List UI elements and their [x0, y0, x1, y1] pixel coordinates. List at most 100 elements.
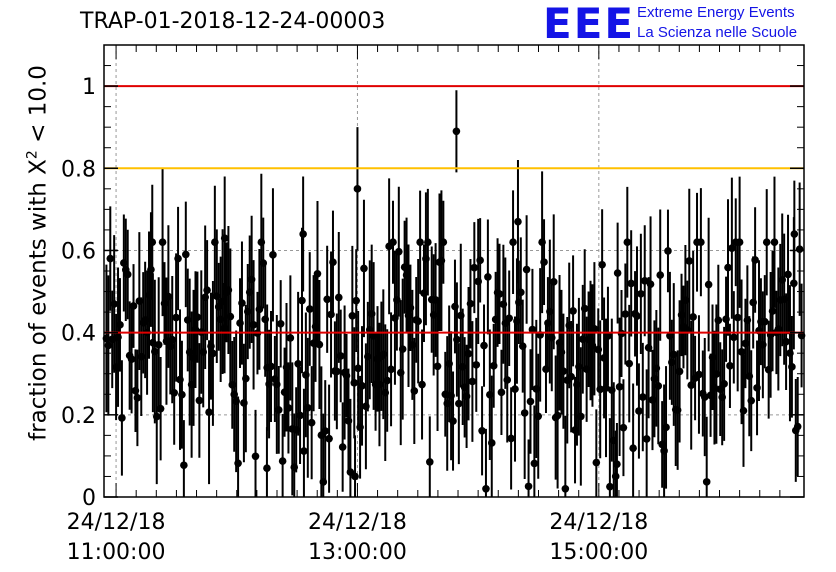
point-marker: [517, 288, 525, 297]
y-tick-label: 0.2: [61, 404, 96, 429]
data-point: [689, 251, 697, 383]
data-point: [619, 379, 628, 477]
data-point: [633, 246, 641, 386]
point-marker: [733, 313, 742, 322]
point-marker: [298, 296, 306, 305]
data-point: [329, 210, 337, 314]
point-marker: [358, 382, 366, 390]
point-marker: [511, 385, 519, 393]
point-marker: [353, 185, 362, 193]
data-point: [298, 227, 306, 374]
point-marker: [315, 340, 324, 349]
data-point: [602, 318, 610, 458]
data-point: [505, 270, 513, 367]
point-marker: [637, 290, 645, 298]
point-marker: [495, 290, 504, 298]
x-tick-time: 13:00:00: [308, 540, 407, 565]
data-point: [304, 337, 312, 478]
data-point: [358, 326, 366, 446]
data-point: [118, 360, 126, 476]
data-point: [325, 384, 333, 493]
data-point: [148, 184, 157, 300]
data-point: [596, 320, 604, 459]
point-marker: [782, 337, 790, 346]
point-marker: [416, 238, 424, 247]
data-point: [739, 354, 748, 467]
x-tick-date: 24/12/18: [67, 510, 166, 535]
point-marker: [449, 417, 457, 425]
data-point: [497, 349, 506, 435]
point-marker: [329, 258, 337, 266]
point-marker: [414, 317, 422, 325]
data-point: [249, 260, 258, 390]
data-point: [267, 310, 275, 422]
data-point: [484, 219, 492, 335]
data-point: [590, 262, 599, 396]
data-point: [534, 353, 543, 479]
point-marker: [154, 341, 163, 349]
point-marker: [720, 380, 728, 388]
point-marker: [784, 270, 792, 279]
data-point: [385, 178, 393, 315]
point-marker: [623, 238, 632, 247]
point-marker: [503, 376, 512, 384]
data-point: [123, 229, 132, 320]
data-point: [580, 249, 589, 368]
data-point: [517, 237, 525, 348]
point-marker: [522, 265, 531, 274]
data-point: [762, 189, 771, 296]
point-marker: [762, 238, 771, 247]
point-marker: [300, 447, 308, 455]
point-marker: [180, 461, 188, 470]
point-marker: [788, 363, 796, 371]
point-marker: [642, 435, 651, 443]
point-marker: [205, 408, 213, 417]
data-point: [174, 206, 182, 311]
data-point: [528, 268, 537, 391]
point-marker: [714, 316, 723, 325]
point-marker: [334, 293, 343, 302]
point-marker: [737, 348, 746, 356]
data-point: [313, 201, 322, 347]
point-marker: [193, 313, 202, 321]
point-marker: [553, 411, 562, 420]
point-marker: [480, 341, 488, 350]
data-point: [410, 337, 419, 444]
data-point: [226, 248, 235, 385]
data-point: [180, 420, 188, 497]
data-point: [453, 282, 461, 397]
point-marker: [389, 238, 397, 247]
point-marker: [704, 280, 713, 289]
data-point: [106, 206, 115, 311]
data-point: [522, 215, 531, 324]
data-point: [321, 380, 330, 482]
point-marker: [472, 361, 481, 369]
data-point: [251, 409, 260, 497]
x-tick-time: 11:00:00: [67, 540, 166, 565]
data-point: [737, 279, 746, 425]
point-marker: [352, 296, 361, 305]
point-marker: [348, 311, 357, 320]
point-marker: [739, 406, 748, 415]
point-marker: [567, 372, 575, 381]
data-point: [480, 304, 488, 387]
point-marker: [606, 482, 614, 491]
data-point: [383, 329, 391, 432]
point-marker: [760, 317, 769, 326]
data-point: [133, 349, 142, 447]
data-point: [524, 439, 533, 497]
point-marker: [424, 238, 432, 247]
data-points: [102, 90, 806, 497]
point-marker: [387, 365, 395, 374]
point-marker: [793, 422, 802, 431]
data-point: [296, 366, 304, 464]
data-point: [724, 199, 732, 336]
data-point: [569, 255, 577, 367]
data-point: [639, 342, 647, 452]
point-marker: [675, 367, 684, 376]
data-point: [695, 315, 703, 434]
data-point: [507, 387, 515, 490]
point-marker: [313, 269, 322, 278]
data-point: [178, 340, 186, 449]
point-marker: [770, 238, 779, 247]
